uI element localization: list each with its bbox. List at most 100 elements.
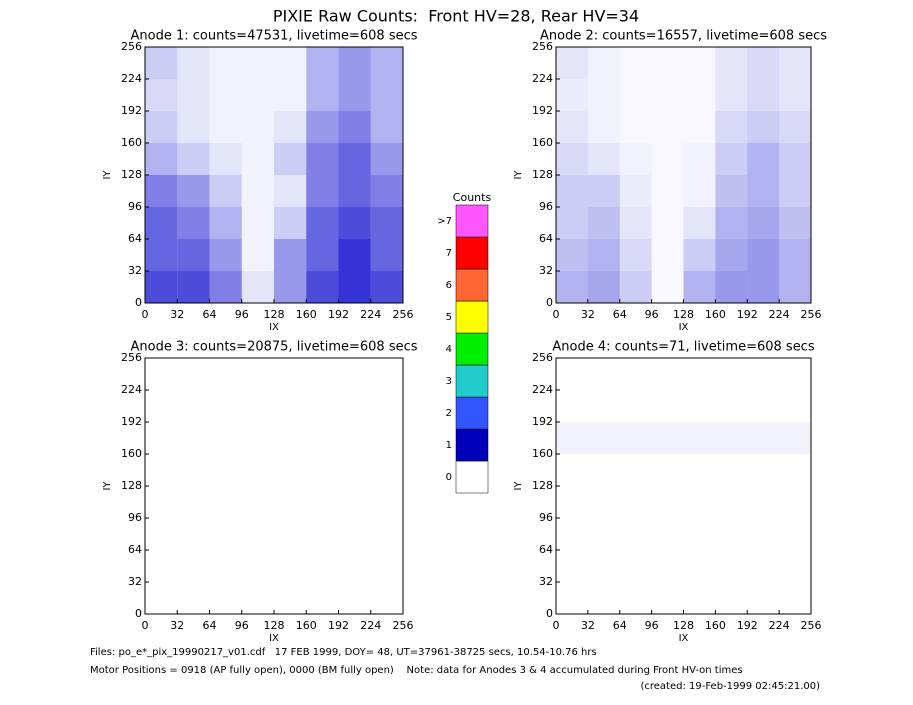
heatmap-cell [715,143,748,175]
x-tick-label: 224 [360,619,381,632]
heatmap-cell [715,454,747,486]
y-tick-label: 192 [532,415,553,428]
page-title: PIXIE Raw Counts: Front HV=28, Rear HV=3… [273,7,639,26]
heatmap-cell [556,111,588,143]
x-tick-label: 192 [328,619,349,632]
heatmap-cell [177,582,209,614]
heatmap-cell [241,47,274,79]
heatmap-cell [587,143,620,175]
heatmap-cell [145,518,177,550]
heatmap-cell [274,239,307,271]
x-tick-label: 64 [613,308,627,321]
heatmap-cell [779,79,811,111]
heatmap-cell [370,143,403,175]
heatmap-cell [338,175,371,207]
heatmap-cell [274,550,306,582]
heatmap-cell [274,47,307,79]
heatmap-cell [556,239,588,271]
heatmap-cell [338,47,371,79]
heatmap-cell [556,486,588,518]
heatmap-cell [242,422,274,454]
y-tick-label: 192 [121,415,142,428]
heatmap-cell [747,454,779,486]
heatmap-cell [652,390,684,422]
heatmap-cell [274,518,306,550]
heatmap-cell [779,550,811,582]
x-tick-label: 32 [581,308,595,321]
heatmap-cell [652,454,684,486]
y-tick-label: 0 [546,607,553,620]
x-tick-label: 160 [296,308,317,321]
x-tick-label: 256 [801,308,822,321]
heatmap-cell [242,454,274,486]
heatmap-cell [242,518,274,550]
heatmap-cell [620,582,652,614]
y-tick-label: 256 [532,40,553,53]
heatmap-cell [306,422,338,454]
y-tick-label: 224 [532,383,553,396]
heatmap-cell [684,518,716,550]
colorbar-label: 4 [446,344,452,355]
heatmap-cell [370,271,403,303]
heatmap-cell [306,454,338,486]
heatmap-cell [209,175,242,207]
heatmap-cell [339,390,371,422]
x-tick-label: 64 [203,308,217,321]
y-tick-label: 160 [121,136,142,149]
x-tick-label: 192 [737,619,758,632]
heatmap-cell [715,47,748,79]
colorbar-swatch [455,268,489,302]
heatmap-cell [241,207,274,239]
heatmap-cell [338,111,371,143]
heatmap-cell [779,207,811,239]
y-axis-label: IY [102,481,113,491]
heatmap-cell [145,486,177,518]
heatmap-cell [209,47,242,79]
heatmap-cell [209,239,242,271]
heatmap-cell [306,143,339,175]
heatmap-cell [338,239,371,271]
heatmap-cell [652,47,684,79]
heatmap-cell [370,111,403,143]
heatmap-cell [684,390,716,422]
heatmap-cell [620,390,652,422]
heatmap-cell [339,486,371,518]
heatmap-cell [306,47,339,79]
heatmap-cell [652,486,684,518]
heatmap-cell [274,390,306,422]
heatmap-cell [747,111,780,143]
x-tick-label: 64 [613,619,627,632]
heatmap-cell [209,143,242,175]
y-tick-label: 96 [539,511,553,524]
heatmap-cell [747,79,780,111]
heatmap-cell [588,454,620,486]
heatmap-cell [652,518,684,550]
heatmap-cell [556,518,588,550]
heatmap-cell [684,79,716,111]
heatmap-cell [145,207,178,239]
x-tick-label: 96 [645,308,659,321]
heatmap-cell [683,422,716,454]
heatmap-cell [556,358,588,390]
heatmap-cell [556,47,588,79]
heatmap-cell [651,422,684,454]
x-tick-label: 160 [705,308,726,321]
y-tick-label: 160 [121,447,142,460]
heatmap-cell [241,143,274,175]
heatmap-cell [306,207,339,239]
x-tick-label: 32 [581,619,595,632]
x-tick-label: 192 [328,308,349,321]
y-tick-label: 224 [121,383,142,396]
heatmap-cell [715,79,748,111]
heatmap-cell [652,239,684,271]
x-tick-label: 64 [203,619,217,632]
heatmap-cell [556,422,588,454]
colorbar-label: 3 [446,376,452,387]
x-tick-label: 32 [170,308,184,321]
y-tick-label: 0 [135,607,142,620]
panel-title: Anode 3: counts=20875, livetime=608 secs [130,340,417,355]
heatmap-cell [556,550,588,582]
heatmap-cell [588,358,620,390]
y-tick-label: 64 [539,543,553,556]
